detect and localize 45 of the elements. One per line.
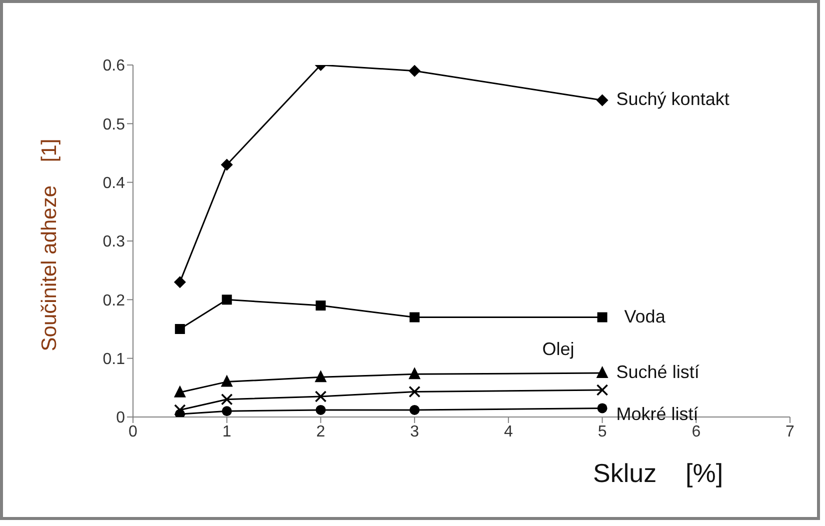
y-tick-label: 0.4 [102, 175, 126, 192]
y-tick-label: 0.2 [102, 292, 126, 310]
point [597, 403, 608, 414]
y-axis-title: Součinitel adheze [1] [38, 138, 62, 352]
x-tick-label: 5 [598, 423, 607, 440]
point [220, 374, 233, 387]
point [174, 385, 186, 398]
y-tick-label: 0.5 [102, 116, 126, 134]
series-label: Suchý kontakt [616, 89, 730, 110]
point [408, 65, 421, 77]
x-tick-label: 2 [316, 423, 326, 440]
point [408, 386, 420, 398]
x-tick-label: 4 [504, 423, 513, 440]
x-tick-label: 7 [786, 423, 795, 440]
point [410, 404, 420, 415]
point [220, 158, 233, 171]
y-tick-label: 0 [116, 410, 126, 427]
point [314, 390, 327, 402]
series-label: Mokré listí [616, 404, 698, 424]
point [222, 294, 232, 305]
point [408, 367, 421, 380]
series-label: Olej [542, 339, 574, 359]
point [410, 312, 420, 322]
point [314, 370, 327, 382]
point [596, 94, 608, 106]
point [174, 324, 185, 334]
x-axis-title: Skluz [%] [593, 458, 724, 489]
series-label: Voda [624, 306, 666, 326]
y-tick-label: 0.6 [102, 58, 126, 75]
point [316, 300, 326, 311]
point [174, 276, 186, 288]
x-tick-label: 3 [410, 423, 420, 440]
point [222, 406, 232, 416]
point [597, 312, 608, 322]
series-label: Suché listí [616, 362, 700, 382]
point [596, 384, 608, 396]
x-tick-label: 0 [128, 423, 138, 440]
x-tick-label: 1 [222, 423, 232, 440]
y-tick-label: 0.1 [102, 351, 126, 368]
point [316, 404, 326, 415]
x-tick-label: 6 [692, 423, 701, 440]
point [596, 366, 608, 378]
point [174, 404, 186, 416]
point [220, 394, 233, 406]
y-tick-label: 0.3 [102, 234, 126, 251]
